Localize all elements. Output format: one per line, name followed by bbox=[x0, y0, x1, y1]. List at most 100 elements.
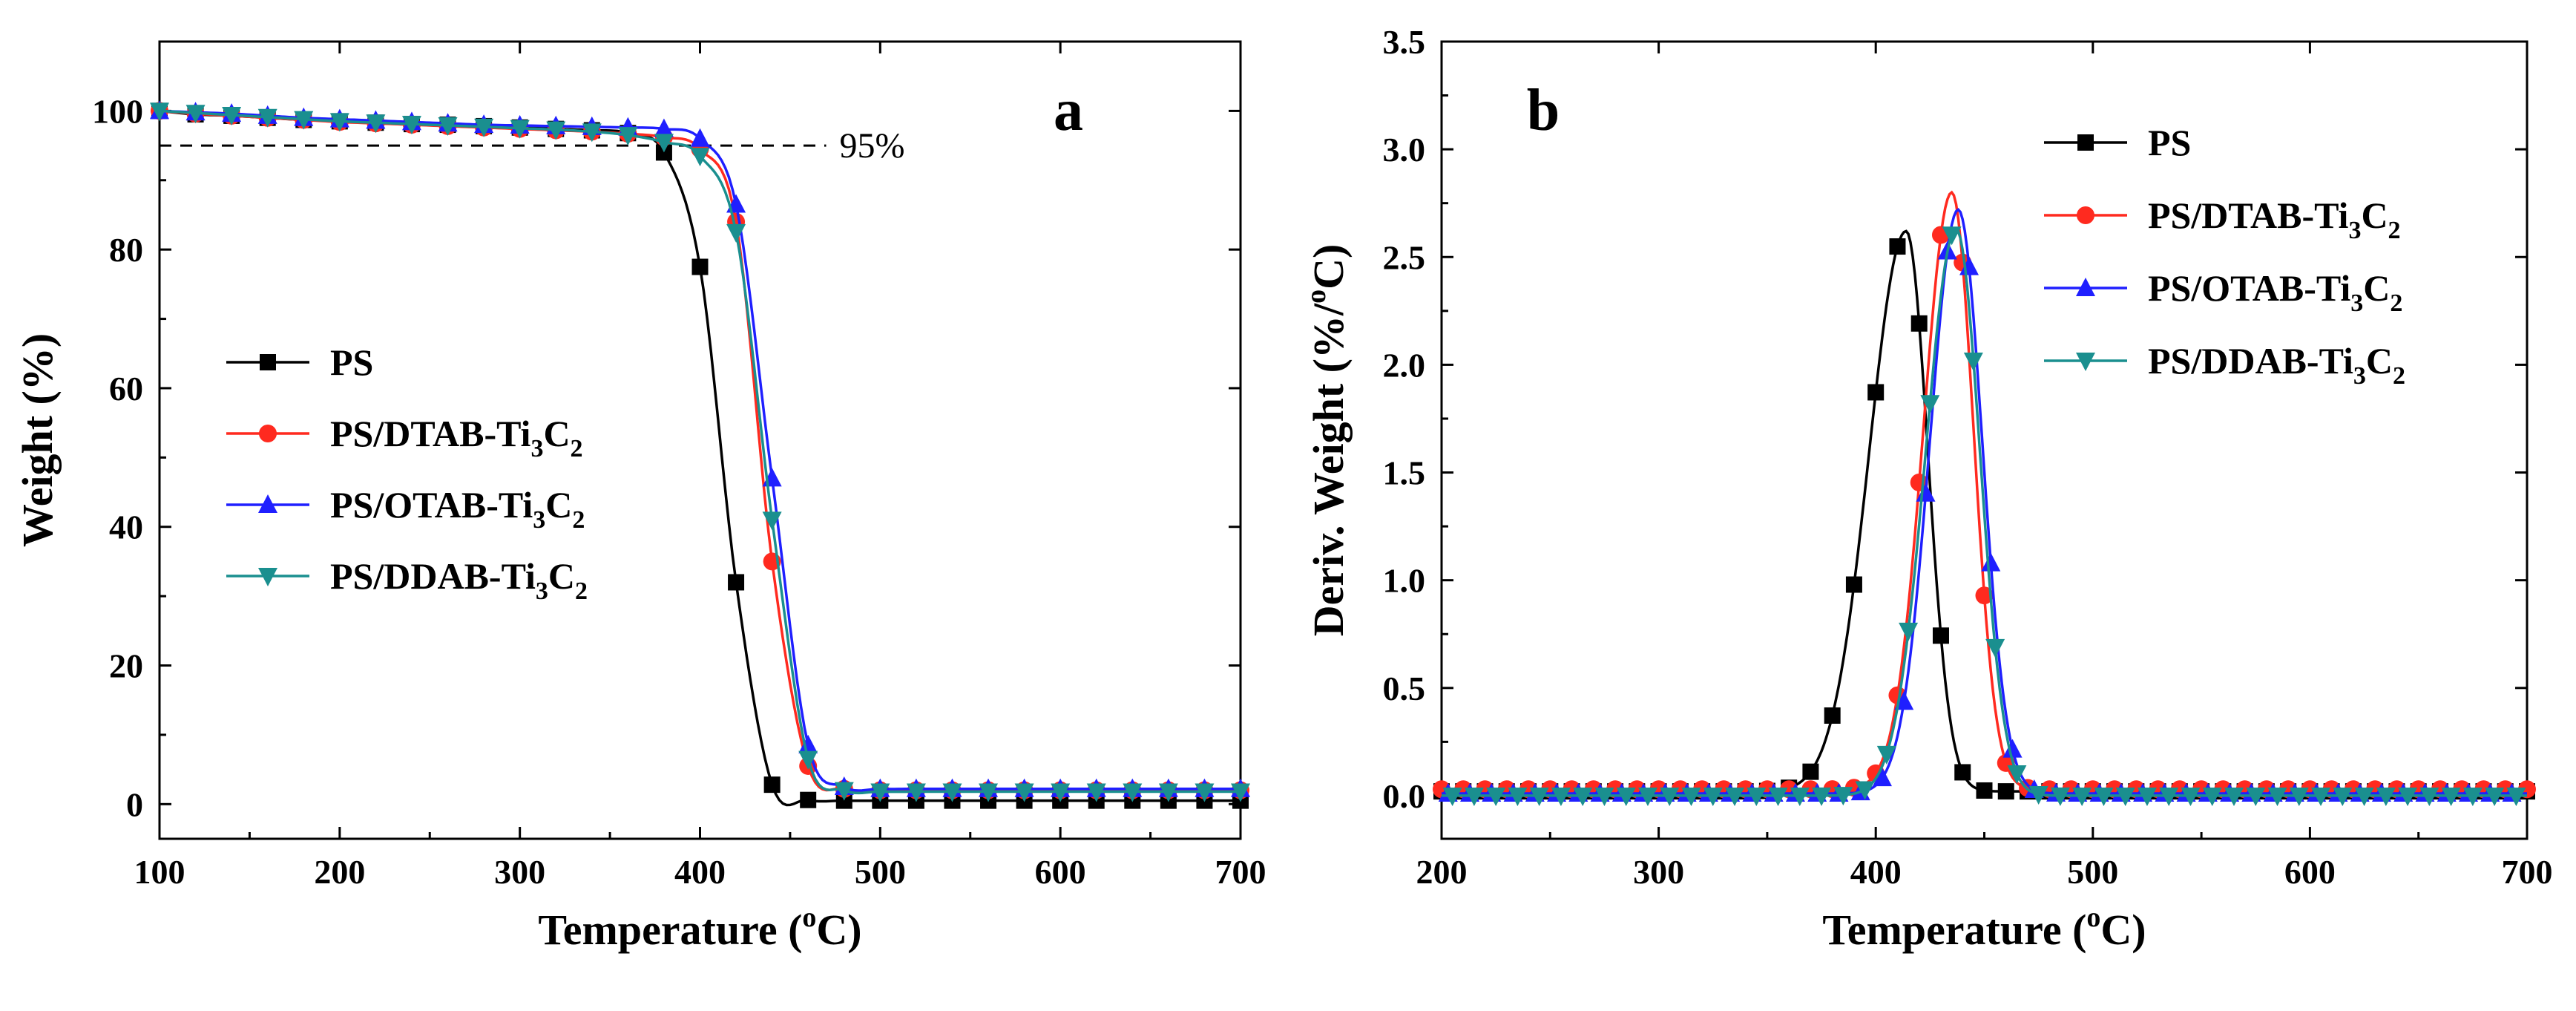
series-square bbox=[151, 102, 1249, 809]
data-point-marker bbox=[1985, 638, 2005, 658]
data-point-marker bbox=[1790, 787, 1810, 806]
data-point-marker bbox=[2333, 787, 2353, 806]
data-point-marker bbox=[726, 223, 746, 243]
y-tick-label: 60 bbox=[109, 370, 143, 408]
legend-label-main: PS bbox=[2148, 122, 2191, 163]
legend-label-sub: 2 bbox=[571, 435, 583, 462]
x-tick-label: 300 bbox=[494, 853, 545, 891]
x-axis-label: Temperature (oC) bbox=[1822, 902, 2146, 954]
legend-label-sub: 2 bbox=[2390, 289, 2402, 317]
data-point-marker bbox=[1910, 315, 1928, 332]
data-point-marker bbox=[798, 750, 818, 770]
legend-marker bbox=[258, 568, 277, 586]
legend-label-sub: 3 bbox=[533, 506, 545, 534]
data-point-marker bbox=[582, 123, 602, 143]
plot-frame bbox=[1440, 40, 2529, 840]
data-point-marker bbox=[1508, 787, 1528, 806]
legend-label: PS/DDAB-Ti3C2 bbox=[330, 555, 588, 605]
data-point-marker bbox=[222, 106, 242, 125]
data-point-marker bbox=[1725, 787, 1745, 806]
legend-label-sub: 3 bbox=[536, 578, 548, 605]
data-point-marker bbox=[942, 783, 962, 802]
data-point-marker bbox=[2398, 787, 2418, 806]
data-point-marker bbox=[618, 127, 638, 146]
chart-panel-a: 100 200 300 400 500 600 700 0 20 40 60 80 100 Tempera… bbox=[13, 40, 1266, 954]
data-point-marker bbox=[2159, 787, 2179, 806]
data-point-marker bbox=[1616, 787, 1636, 806]
y-tick-label: 3.5 bbox=[1383, 23, 1426, 61]
y-axis-label: Deriv. Weight (%/oC) bbox=[1301, 244, 1353, 637]
legend: PSPS/DTAB-Ti3C2PS/OTAB-Ti3C2PS/DDAB-Ti3C… bbox=[2044, 122, 2405, 390]
data-point-marker bbox=[2419, 787, 2439, 806]
x-axis-label-tail: C) bbox=[816, 906, 861, 954]
y-tick-label: 100 bbox=[92, 92, 143, 130]
data-point-marker bbox=[1123, 783, 1143, 802]
y-tick-label: 0 bbox=[126, 785, 143, 823]
data-point-marker bbox=[1833, 787, 1853, 806]
legend-label-main: PS/OTAB-Ti bbox=[330, 484, 533, 526]
data-point-marker bbox=[1158, 783, 1178, 802]
data-point-marker bbox=[546, 121, 566, 140]
y-tick-label: 1.5 bbox=[1383, 454, 1426, 492]
x-tick-label: 400 bbox=[674, 853, 726, 891]
x-tick-label: 300 bbox=[1633, 853, 1684, 891]
data-point-marker bbox=[1442, 787, 1462, 806]
legend-marker bbox=[2076, 278, 2095, 296]
data-point-marker bbox=[1660, 787, 1680, 806]
data-point-marker bbox=[2224, 787, 2244, 806]
data-point-marker bbox=[1703, 787, 1723, 806]
data-point-marker bbox=[2246, 787, 2266, 806]
data-point-marker bbox=[1932, 627, 1949, 644]
legend-label-sub: 3 bbox=[530, 435, 543, 462]
x-tick-label: 600 bbox=[2284, 853, 2336, 891]
data-point-marker bbox=[294, 111, 314, 130]
data-point-marker bbox=[1855, 781, 1875, 800]
series-circle bbox=[151, 102, 1249, 799]
data-point-marker bbox=[763, 776, 781, 794]
data-point-marker bbox=[1954, 764, 1971, 781]
legend: PSPS/DTAB-Ti3C2PS/OTAB-Ti3C2PS/DDAB-Ti3C… bbox=[226, 341, 588, 605]
legend-marker bbox=[260, 354, 276, 370]
y-axis-label-main: Deriv. Weight (%/ bbox=[1304, 303, 1353, 636]
data-point-marker bbox=[2485, 787, 2505, 806]
data-point-marker bbox=[762, 511, 782, 531]
data-point-marker bbox=[366, 114, 386, 134]
data-point-marker bbox=[438, 117, 458, 137]
data-point-marker bbox=[1975, 586, 1994, 605]
data-point-marker bbox=[1889, 238, 1906, 255]
data-point-marker bbox=[1551, 787, 1571, 806]
data-point-marker bbox=[1920, 395, 1940, 414]
data-point-marker bbox=[691, 258, 709, 275]
legend-label-sub: 3 bbox=[2348, 217, 2361, 244]
data-point-marker bbox=[1997, 783, 2014, 800]
data-point-marker bbox=[654, 118, 674, 137]
data-point-marker bbox=[1867, 384, 1885, 401]
legend-marker bbox=[2077, 206, 2094, 224]
x-tick-label: 200 bbox=[314, 853, 365, 891]
panel-label: b bbox=[1527, 78, 1560, 143]
chart-panel-b: 200 300 400 500 600 700 0.0 0.5 1.0 1.5 2.0 2.5 3.0 3… bbox=[1301, 23, 2553, 954]
x-axis-label-sup: o bbox=[2086, 902, 2100, 933]
data-point-marker bbox=[1768, 787, 1788, 806]
legend-label-sub: 3 bbox=[2353, 362, 2366, 390]
legend-marker bbox=[259, 425, 277, 442]
legend-label-sub: 2 bbox=[2388, 217, 2401, 244]
data-point-marker bbox=[1529, 787, 1549, 806]
data-point-marker bbox=[2094, 787, 2114, 806]
y-tick-label: 2.0 bbox=[1383, 346, 1426, 384]
data-point-marker bbox=[2115, 787, 2135, 806]
y-tick-label: 0.0 bbox=[1383, 777, 1426, 815]
data-point-marker bbox=[510, 120, 530, 139]
data-point-marker bbox=[1976, 782, 1993, 799]
series-line bbox=[159, 109, 1241, 807]
x-axis-label-tail: C) bbox=[2100, 906, 2146, 954]
data-point-marker bbox=[834, 782, 854, 801]
legend-label-main: PS/DTAB-Ti bbox=[2148, 194, 2349, 236]
data-point-marker bbox=[2376, 787, 2396, 806]
data-point-marker bbox=[1231, 783, 1250, 802]
data-point-marker bbox=[2007, 765, 2027, 785]
data-point-marker bbox=[1963, 352, 1983, 371]
data-point-marker bbox=[1014, 783, 1034, 802]
data-point-marker bbox=[870, 783, 890, 802]
data-point-marker bbox=[2050, 787, 2070, 806]
